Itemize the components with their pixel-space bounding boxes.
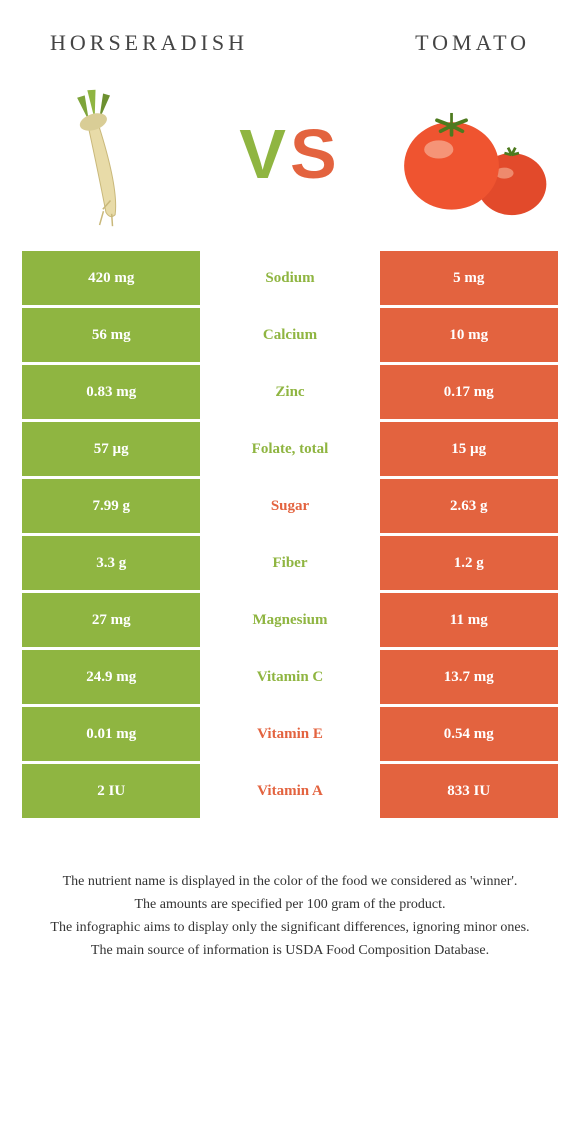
left-value: 0.83 mg <box>22 365 200 419</box>
right-value: 13.7 mg <box>380 650 558 704</box>
right-value: 11 mg <box>380 593 558 647</box>
right-value: 10 mg <box>380 308 558 362</box>
footer-line: The infographic aims to display only the… <box>35 917 545 938</box>
tomato-image <box>395 76 550 231</box>
footer-line: The nutrient name is displayed in the co… <box>35 871 545 892</box>
nutrient-label: Vitamin C <box>200 650 379 704</box>
nutrient-label: Vitamin E <box>200 707 379 761</box>
footer-line: The amounts are specified per 100 gram o… <box>35 894 545 915</box>
nutrient-label: Sugar <box>200 479 379 533</box>
left-value: 27 mg <box>22 593 200 647</box>
right-title: Tomato <box>415 30 530 56</box>
header: Horseradish Tomato <box>0 0 580 66</box>
table-row: 27 mgMagnesium11 mg <box>22 593 558 650</box>
left-title: Horseradish <box>50 30 248 56</box>
left-value: 0.01 mg <box>22 707 200 761</box>
left-value: 24.9 mg <box>22 650 200 704</box>
nutrient-label: Sodium <box>200 251 379 305</box>
nutrient-label: Fiber <box>200 536 379 590</box>
nutrient-label: Magnesium <box>200 593 379 647</box>
left-value: 3.3 g <box>22 536 200 590</box>
left-value: 420 mg <box>22 251 200 305</box>
table-row: 0.01 mgVitamin E0.54 mg <box>22 707 558 764</box>
left-value: 56 mg <box>22 308 200 362</box>
right-value: 0.17 mg <box>380 365 558 419</box>
right-value: 833 IU <box>380 764 558 818</box>
table-row: 420 mgSodium5 mg <box>22 251 558 308</box>
table-row: 57 µgFolate, total15 µg <box>22 422 558 479</box>
right-value: 5 mg <box>380 251 558 305</box>
right-value: 2.63 g <box>380 479 558 533</box>
footer: The nutrient name is displayed in the co… <box>0 821 580 961</box>
table-row: 0.83 mgZinc0.17 mg <box>22 365 558 422</box>
comparison-table: 420 mgSodium5 mg56 mgCalcium10 mg0.83 mg… <box>22 251 558 821</box>
nutrient-label: Zinc <box>200 365 379 419</box>
right-value: 0.54 mg <box>380 707 558 761</box>
nutrient-label: Vitamin A <box>200 764 379 818</box>
horseradish-image <box>30 76 185 231</box>
right-value: 1.2 g <box>380 536 558 590</box>
table-row: 2 IUVitamin A833 IU <box>22 764 558 821</box>
nutrient-label: Calcium <box>200 308 379 362</box>
left-value: 57 µg <box>22 422 200 476</box>
left-value: 2 IU <box>22 764 200 818</box>
table-row: 24.9 mgVitamin C13.7 mg <box>22 650 558 707</box>
left-value: 7.99 g <box>22 479 200 533</box>
footer-line: The main source of information is USDA F… <box>35 940 545 961</box>
table-row: 3.3 gFiber1.2 g <box>22 536 558 593</box>
nutrient-label: Folate, total <box>200 422 379 476</box>
right-value: 15 µg <box>380 422 558 476</box>
table-row: 56 mgCalcium10 mg <box>22 308 558 365</box>
images-row: VS <box>0 66 580 251</box>
table-row: 7.99 gSugar2.63 g <box>22 479 558 536</box>
vs-label: VS <box>239 114 340 194</box>
